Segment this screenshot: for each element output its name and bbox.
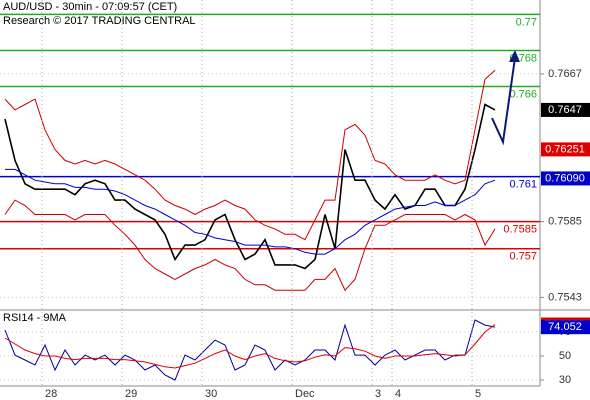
x-tick-label: 5 [475,388,481,400]
level-label: 0.757 [509,251,537,263]
series-line [4,324,496,369]
series-line [4,199,496,292]
y-tick-label: 50 [559,350,571,362]
y-tick-label: 0.7667 [548,68,582,80]
price-tag-label: 74.052 [548,321,582,333]
level-label: 0.77 [516,16,537,28]
x-tick-label: 29 [125,388,137,400]
chart-subtitle: Research © 2017 TRADING CENTRAL [3,15,196,27]
x-tick-label: Dec [295,388,315,400]
x-tick-label: 4 [395,388,401,400]
level-label: 0.766 [509,88,537,100]
series-line [5,168,496,255]
price-tag [541,142,590,157]
price-tag [541,102,590,117]
series-line [4,69,496,241]
price-tag [541,171,590,186]
y-tick-label: 0.7543 [548,291,582,303]
level-label: 0.7585 [503,224,537,236]
price-tag-label: 0.76251 [545,143,585,155]
x-tick-label: 30 [205,388,217,400]
forecast-arrow [491,50,520,146]
chart-title: AUD/USD - 30min - 07:09:57 (CET) [3,1,177,13]
forecast-line [491,57,516,146]
price-tag-label: 0.76090 [545,172,585,184]
level-label: 0.761 [509,179,537,191]
y-tick-label: 30 [559,374,571,386]
y-tick-label: 0.7585 [548,216,582,228]
price-tag-label: 0.7647 [548,104,582,116]
forecast-head [509,50,520,62]
x-tick-label: 3 [375,388,381,400]
indicator-title: RSI14 - 9MA [3,312,67,324]
x-tick-label: 28 [45,388,57,400]
price-tag [541,320,590,335]
